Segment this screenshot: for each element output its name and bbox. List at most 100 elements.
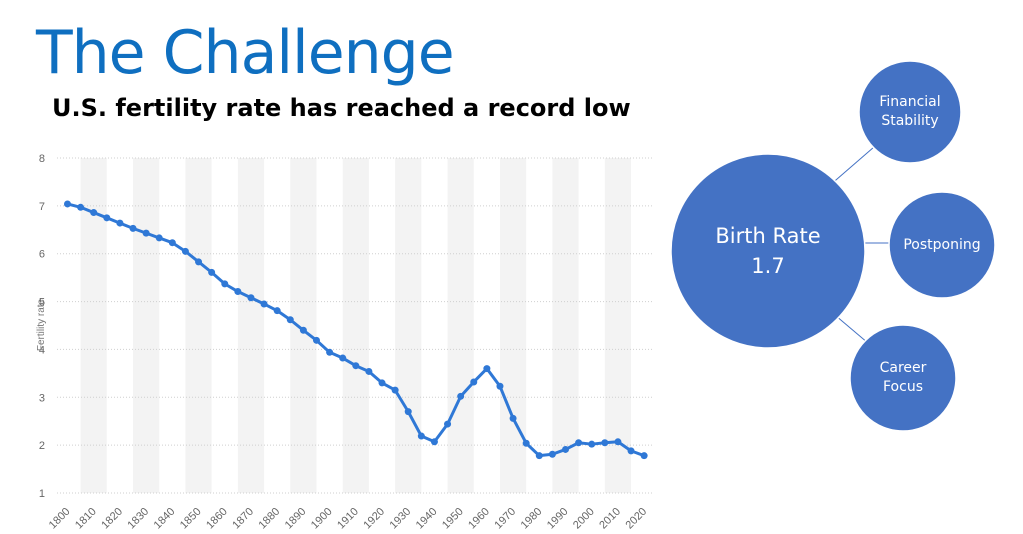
chart-title: U.S. fertility rate has reached a record… <box>52 94 631 122</box>
point <box>286 316 294 324</box>
node <box>888 191 996 299</box>
point <box>352 362 360 370</box>
point <box>63 200 71 208</box>
point <box>614 438 622 446</box>
x-tick-label: 1860 <box>204 506 230 532</box>
x-band <box>395 158 422 493</box>
point <box>601 439 609 447</box>
y-axis-label: Fertility rate <box>36 298 47 351</box>
x-tick-label: 1900 <box>309 506 335 532</box>
y-tick-label: 7 <box>39 201 45 213</box>
node <box>849 324 957 432</box>
point <box>562 445 570 453</box>
x-tick-label: 1820 <box>99 506 125 532</box>
x-tick-label: 1920 <box>361 506 387 532</box>
node-label: Postponing <box>903 237 981 253</box>
x-tick-label: 2020 <box>623 506 649 532</box>
point <box>640 452 648 460</box>
point <box>417 432 425 440</box>
point <box>404 408 412 416</box>
point <box>221 280 229 288</box>
y-tick-label: 2 <box>39 440 45 452</box>
y-tick-label: 1 <box>39 488 45 500</box>
x-tick-label: 1930 <box>388 506 414 532</box>
center-node-label: Birth Rate <box>715 224 821 248</box>
point <box>181 247 189 255</box>
point <box>326 348 334 356</box>
point <box>195 258 203 266</box>
point <box>457 392 465 400</box>
point <box>365 367 373 375</box>
point <box>483 365 491 373</box>
x-tick-label: 1940 <box>414 506 440 532</box>
x-tick-label: 2010 <box>597 506 623 532</box>
x-tick-label: 2000 <box>571 506 597 532</box>
point <box>155 234 163 242</box>
x-tick-label: 1980 <box>519 506 545 532</box>
x-band <box>447 158 474 493</box>
point <box>129 224 137 232</box>
point <box>116 219 124 227</box>
point <box>588 440 596 448</box>
plot: 1 2 3 4 5 6 7 8 1800 1810 1820 1830 1840 1850 1860 1870… <box>36 153 652 531</box>
x-band <box>342 158 369 493</box>
point <box>430 438 438 446</box>
x-tick-label: 1840 <box>152 506 178 532</box>
x-tick-label: 1800 <box>47 506 73 532</box>
slide-title: The Challenge <box>36 18 455 88</box>
x-band <box>552 158 579 493</box>
y-tick-label: 6 <box>39 249 45 261</box>
x-band <box>237 158 265 493</box>
x-tick-label: 1970 <box>492 506 518 532</box>
point <box>90 209 98 217</box>
x-tick-label: 1990 <box>545 506 571 532</box>
point <box>548 450 556 458</box>
y-tick-label: 4 <box>39 344 45 356</box>
node-label: Financial Stability <box>879 94 941 129</box>
y-tick-label: 3 <box>39 392 45 404</box>
x-tick-label: 1870 <box>230 506 256 532</box>
x-band <box>604 158 632 493</box>
center-node-value: 1.7 <box>751 254 785 278</box>
x-tick-label: 1910 <box>335 506 361 532</box>
x-tick-label: 1880 <box>256 506 282 532</box>
point <box>444 420 452 428</box>
point <box>496 382 504 390</box>
x-tick-label: 1850 <box>178 506 204 532</box>
point <box>575 439 583 447</box>
point <box>299 326 307 334</box>
point <box>168 239 176 247</box>
point <box>391 386 399 394</box>
connector <box>828 146 875 187</box>
point <box>339 354 347 362</box>
point <box>77 203 85 211</box>
x-band <box>133 158 160 493</box>
x-tick-label: 1810 <box>73 506 99 532</box>
point <box>103 214 111 222</box>
center-node-text: Birth Rate 1.7 <box>671 205 865 297</box>
x-tick-label: 1830 <box>125 506 151 532</box>
y-tick-label: 5 <box>39 297 45 309</box>
point <box>535 452 543 460</box>
point <box>247 294 255 302</box>
point <box>627 447 635 455</box>
x-tick-label: 1950 <box>440 506 466 532</box>
y-tick-label: 8 <box>39 153 45 165</box>
x-band <box>290 158 317 493</box>
point <box>208 268 216 276</box>
point <box>312 336 320 344</box>
node <box>858 60 962 164</box>
point <box>234 288 242 296</box>
x-tick-label: 1960 <box>466 506 492 532</box>
x-band <box>499 158 527 493</box>
node-label: Career Focus <box>879 360 927 395</box>
point <box>509 414 517 422</box>
point <box>142 229 150 237</box>
x-band <box>185 158 212 493</box>
point <box>260 300 268 308</box>
point <box>522 439 530 447</box>
point <box>273 307 281 315</box>
point <box>470 378 478 386</box>
